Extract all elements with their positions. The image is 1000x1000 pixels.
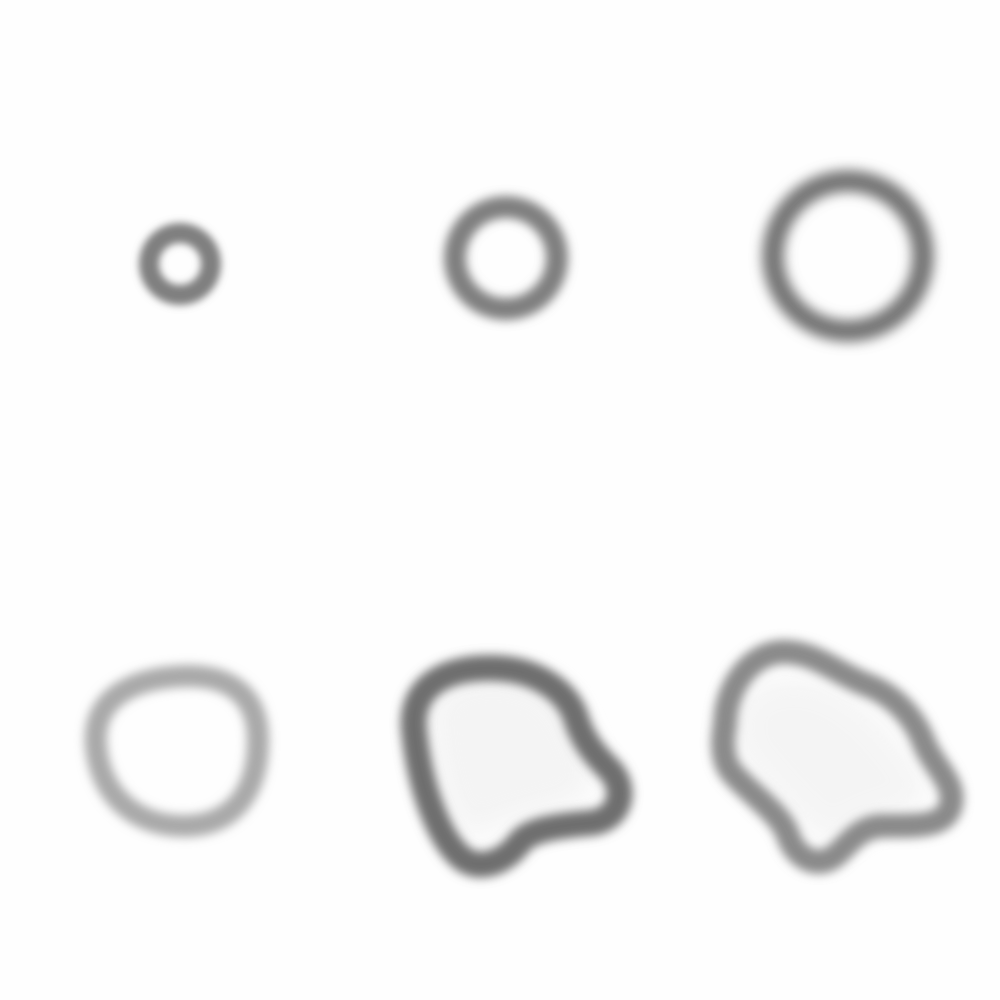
medium-ring xyxy=(444,196,568,320)
irregular-blob-ring xyxy=(400,654,633,878)
large-ring xyxy=(762,170,934,342)
blob-shading xyxy=(430,673,592,840)
blob-shading xyxy=(734,677,927,845)
small-ring xyxy=(139,223,221,305)
irregular-oval-ring xyxy=(84,664,270,838)
star-blob-ring xyxy=(711,639,964,874)
